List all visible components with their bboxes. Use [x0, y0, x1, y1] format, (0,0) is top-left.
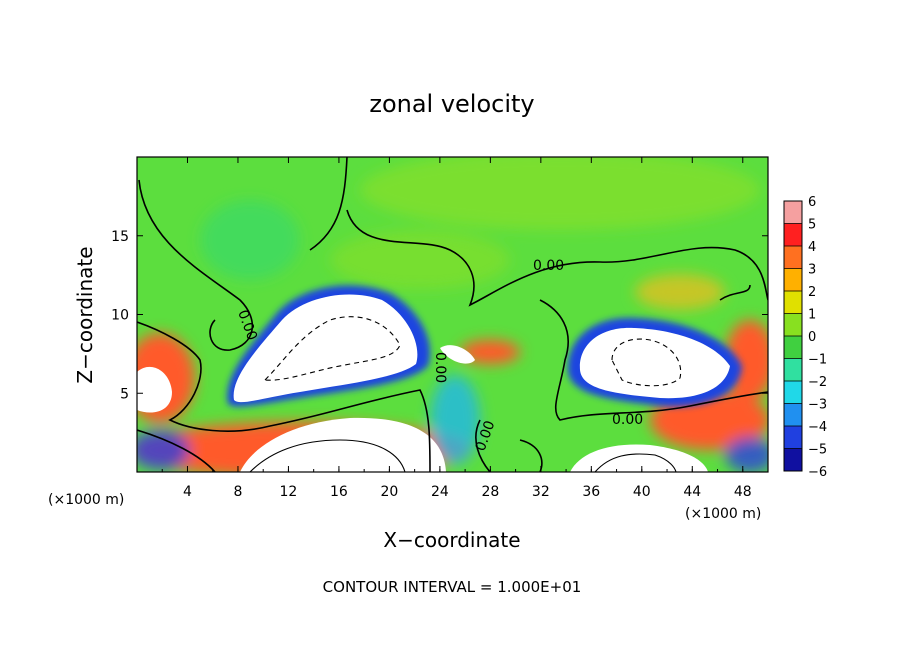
negative-contour-right [611, 338, 682, 387]
x-tick-label: 44 [683, 484, 701, 500]
colorbar-swatch [784, 268, 802, 292]
colorbar-tick-label: −4 [808, 420, 827, 435]
colorbar-tick-label: 0 [808, 330, 816, 345]
colorbar-tick-label: 4 [808, 240, 816, 255]
colorbar-tick-label: 1 [808, 308, 816, 323]
contour-labels: 0.00 0.00 0.00 0.00 0.00 [234, 258, 643, 453]
zero-contour-middle [137, 299, 768, 472]
colorbar-swatch [784, 336, 802, 359]
colorbar-tick-label: 2 [808, 285, 816, 300]
colorbar-tick-label: −5 [808, 443, 827, 458]
x-tick-label: 32 [532, 484, 550, 500]
y-axis-label: Z−coordinate [73, 246, 97, 383]
x-tick-label: 36 [582, 484, 600, 500]
colorbar-tick-label: 6 [808, 195, 816, 210]
colorbar-swatch [784, 313, 802, 337]
colorbar-swatch [784, 223, 802, 247]
colorbar-tick-label: 3 [808, 263, 816, 278]
y-tick-label: 5 [120, 386, 129, 402]
colorbar-swatch [784, 403, 802, 427]
contour-label: 0.00 [533, 258, 564, 274]
x-tick-label: 40 [633, 484, 651, 500]
x-tick-label: 4 [183, 484, 192, 500]
positive-contour-bottom [249, 439, 677, 472]
x-tick-label: 12 [280, 484, 298, 500]
colorbar-swatch [784, 448, 802, 472]
contour-interval-note: CONTOUR INTERVAL = 1.000E+01 [323, 578, 582, 596]
chart-title: zonal velocity [369, 90, 534, 118]
colorbar-swatch [784, 201, 802, 224]
x-tick-label: 16 [330, 484, 348, 500]
x-tick-label: 28 [481, 484, 499, 500]
colorbar-tick-label: −2 [808, 375, 827, 390]
x-scale-note-right: (×1000 m) [685, 506, 761, 522]
zero-contour-upper [138, 157, 768, 351]
colorbar-swatch [784, 291, 802, 314]
y-tick-label: 15 [111, 229, 129, 245]
x-scale-note-left: (×1000 m) [48, 492, 124, 508]
colorbar-tick-label: −3 [808, 398, 827, 413]
contour-label: 0.00 [432, 352, 448, 383]
zero-contour-lower [137, 284, 751, 472]
y-tick-label: 10 [111, 308, 129, 324]
colorbar-tick-label: −1 [808, 353, 827, 368]
x-axis-label: X−coordinate [383, 528, 520, 552]
x-tick-label: 24 [431, 484, 449, 500]
colorbar-swatch [784, 426, 802, 449]
x-tick-label: 20 [380, 484, 398, 500]
heatmap-field [137, 157, 768, 472]
contour-lines [137, 157, 768, 472]
colorbar-swatch [784, 381, 802, 404]
colorbar-tick-label: 5 [808, 218, 816, 233]
colorbar-tick-label: −6 [808, 465, 827, 480]
colorbar-swatch [784, 246, 802, 269]
colorbar: 6 5 4 3 2 1 0 −1 −2 −3 −4 −5 −6 [783, 195, 827, 480]
contour-label: 0.00 [612, 412, 643, 428]
x-tick-label: 48 [734, 484, 752, 500]
x-tick-label: 8 [233, 484, 242, 500]
colorbar-swatch [784, 358, 802, 382]
